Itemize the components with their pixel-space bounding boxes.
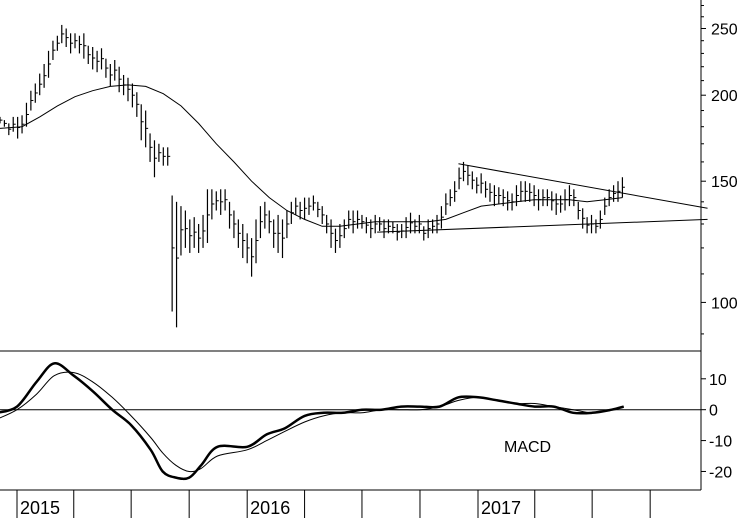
price-y-tick-label: 200 xyxy=(711,88,738,105)
macd-y-axis: 10 0 -10 -20 xyxy=(701,372,732,481)
price-y-tick-label: 150 xyxy=(711,174,738,191)
macd-y-tick-label: 0 xyxy=(709,403,718,420)
macd-line xyxy=(0,362,625,481)
macd-label: MACD xyxy=(504,439,551,456)
x-year-label: 2016 xyxy=(250,498,290,518)
macd-y-tick-label: -10 xyxy=(709,434,732,451)
price-bars xyxy=(0,24,625,328)
macd-panel: 10 0 -10 -20 MACD xyxy=(0,362,732,481)
moving-average-line xyxy=(0,84,623,227)
price-y-tick-label: 100 xyxy=(711,295,738,312)
macd-y-tick-label: 10 xyxy=(709,372,727,389)
macd-signal-line xyxy=(0,371,624,473)
price-y-tick-label: 250 xyxy=(711,21,738,38)
trendline xyxy=(458,163,708,209)
price-panel: 100 150 200 250 xyxy=(0,4,738,335)
moving-average xyxy=(0,84,623,227)
price-y-axis: 100 150 200 250 xyxy=(701,4,738,335)
x-axis: 2015 2016 2017 xyxy=(16,490,651,518)
macd-y-tick-label: -20 xyxy=(709,464,732,481)
x-year-label: 2017 xyxy=(481,498,521,518)
x-year-label: 2015 xyxy=(20,498,60,518)
